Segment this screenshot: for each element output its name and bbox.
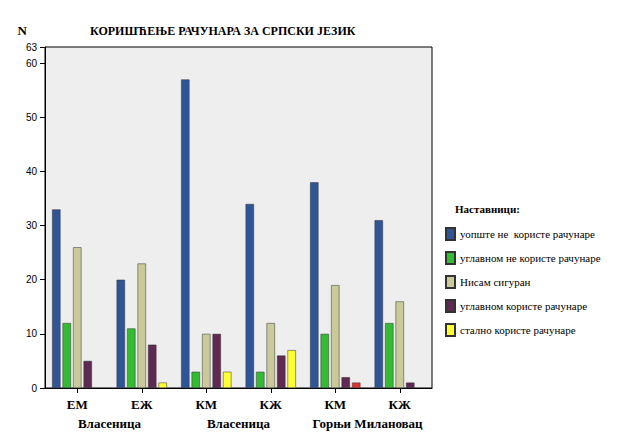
svg-text:КМ: КМ (195, 397, 217, 412)
svg-text:КЖ: КЖ (389, 397, 411, 412)
svg-text:60: 60 (26, 58, 38, 69)
svg-text:Власеница: Власеница (207, 416, 271, 431)
svg-text:40: 40 (26, 166, 38, 177)
svg-text:Горњи Милановац: Горњи Милановац (312, 416, 423, 431)
svg-text:углавном користе рачунаре: углавном користе рачунаре (460, 300, 587, 312)
svg-text:КМ: КМ (324, 397, 346, 412)
svg-text:Нисам сигуран: Нисам сигуран (460, 276, 531, 288)
svg-text:30: 30 (26, 220, 38, 231)
svg-text:ЕМ: ЕМ (67, 397, 88, 412)
svg-text:КЖ: КЖ (260, 397, 282, 412)
svg-text:Наставници:: Наставници: (455, 203, 520, 215)
svg-text:уопште не користе рачунаре: уопште не користе рачунаре (460, 228, 595, 240)
svg-text:ЕЖ: ЕЖ (131, 397, 153, 412)
svg-text:КОРИШЋЕЊЕ РАЧУНАРА ЗА СРПСКИ Ј: КОРИШЋЕЊЕ РАЧУНАРА ЗА СРПСКИ ЈЕЗИК (90, 24, 356, 38)
svg-text:50: 50 (26, 112, 38, 123)
svg-text:стално користе рачунаре: стално користе рачунаре (460, 324, 576, 336)
svg-text:20: 20 (26, 274, 38, 285)
svg-text:63: 63 (26, 42, 38, 53)
svg-text:10: 10 (26, 328, 38, 339)
svg-text:N: N (18, 23, 28, 38)
svg-text:Власеница: Власеница (78, 416, 142, 431)
svg-text:0: 0 (31, 383, 37, 394)
svg-text:углавном не користе рачунаре: углавном не користе рачунаре (460, 252, 601, 264)
